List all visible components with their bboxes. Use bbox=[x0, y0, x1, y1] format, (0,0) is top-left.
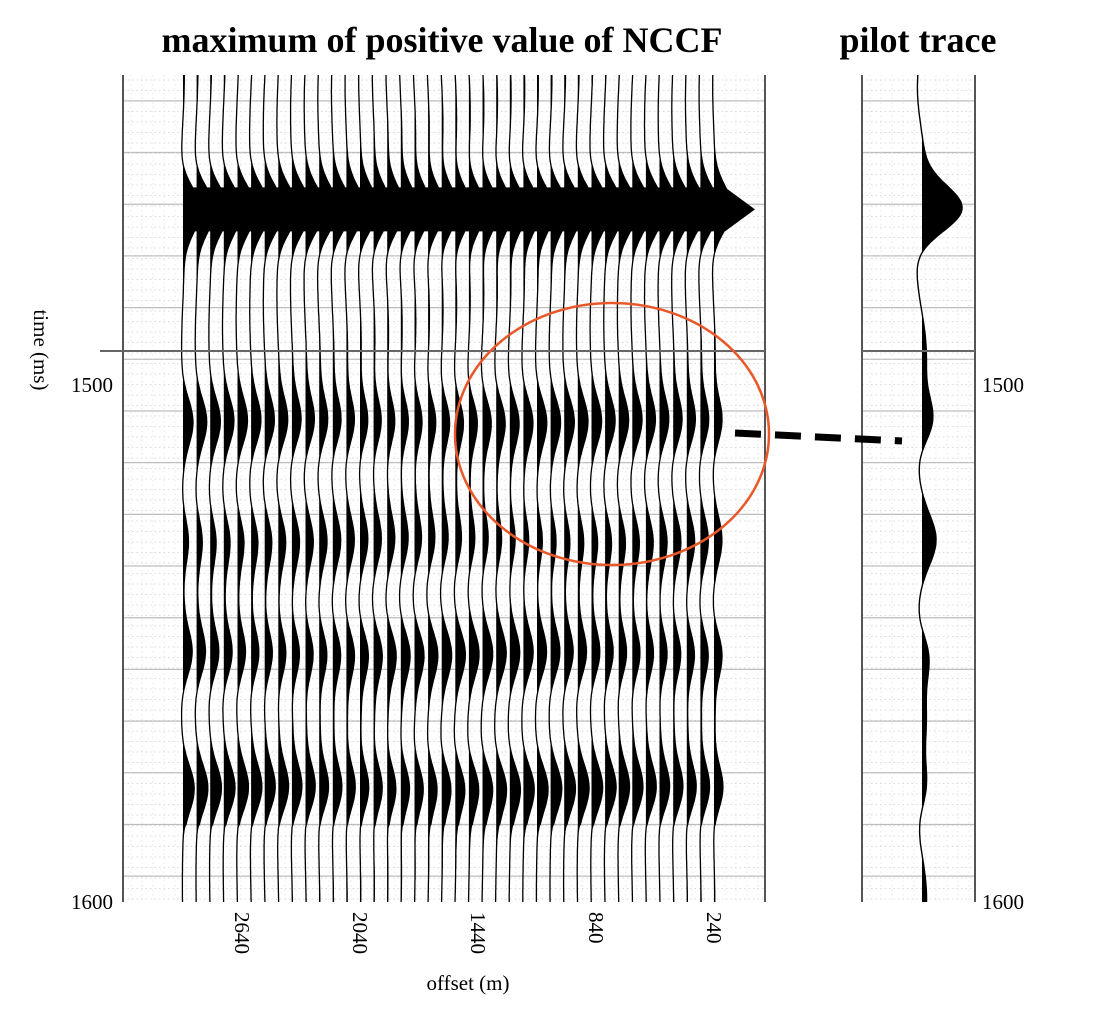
x-axis-label: offset (m) bbox=[426, 971, 509, 995]
trace-fill bbox=[455, 75, 472, 902]
trace-fill bbox=[264, 75, 284, 902]
trace-fill bbox=[210, 75, 229, 902]
trace-fill bbox=[183, 75, 201, 902]
gather-y-ticks: 1500 1600 bbox=[71, 373, 113, 914]
trace-fill bbox=[550, 75, 569, 902]
x-tick-label: 240 bbox=[702, 912, 726, 944]
trace-fill bbox=[577, 75, 596, 902]
trace-fill bbox=[564, 75, 582, 902]
strong-event bbox=[183, 187, 755, 232]
gather-frame bbox=[122, 75, 766, 902]
trace-fill bbox=[223, 75, 243, 902]
pilot-fill bbox=[922, 75, 963, 902]
pilot-trace bbox=[916, 74, 963, 903]
trace-fill bbox=[196, 75, 215, 902]
y-axis-label: time (ms) bbox=[29, 309, 53, 390]
trace-fill bbox=[414, 75, 432, 902]
trace-fill bbox=[468, 75, 486, 902]
x-tick-label: 2040 bbox=[348, 912, 372, 954]
trace-fill bbox=[591, 75, 610, 902]
trace-fill bbox=[496, 75, 513, 902]
x-tick-label: 840 bbox=[584, 912, 608, 944]
trace-fill bbox=[523, 75, 541, 902]
connector-dashed-line bbox=[734, 429, 903, 445]
trace-fill bbox=[509, 75, 527, 902]
y-tick-label: 1600 bbox=[982, 890, 1024, 914]
y-tick-label: 1500 bbox=[982, 373, 1024, 397]
trace-fill bbox=[237, 75, 257, 902]
y-tick-label: 1600 bbox=[71, 890, 113, 914]
gather-traces bbox=[180, 74, 755, 903]
pilot-frame bbox=[861, 75, 976, 902]
trace-fill bbox=[428, 75, 445, 902]
trace-fill bbox=[618, 75, 638, 902]
pilot-title: pilot trace bbox=[840, 20, 997, 60]
trace-fill bbox=[605, 75, 624, 902]
pilot-line bbox=[916, 74, 963, 903]
trace-fill bbox=[482, 75, 499, 902]
x-tick-label: 2640 bbox=[230, 912, 254, 954]
trace-fill bbox=[441, 75, 458, 902]
gather-title: maximum of positive value of NCCF bbox=[162, 20, 723, 60]
x-tick-label: 1440 bbox=[466, 912, 490, 954]
trace-fill bbox=[537, 75, 555, 902]
highlight-ellipse bbox=[453, 301, 771, 567]
y-tick-label: 1500 bbox=[71, 373, 113, 397]
trace-fill bbox=[632, 75, 652, 902]
pilot-y-ticks: 1500 1600 bbox=[982, 373, 1024, 914]
x-ticks: 2640 2040 1440 840 240 bbox=[230, 912, 726, 954]
trace-fill bbox=[251, 75, 270, 902]
